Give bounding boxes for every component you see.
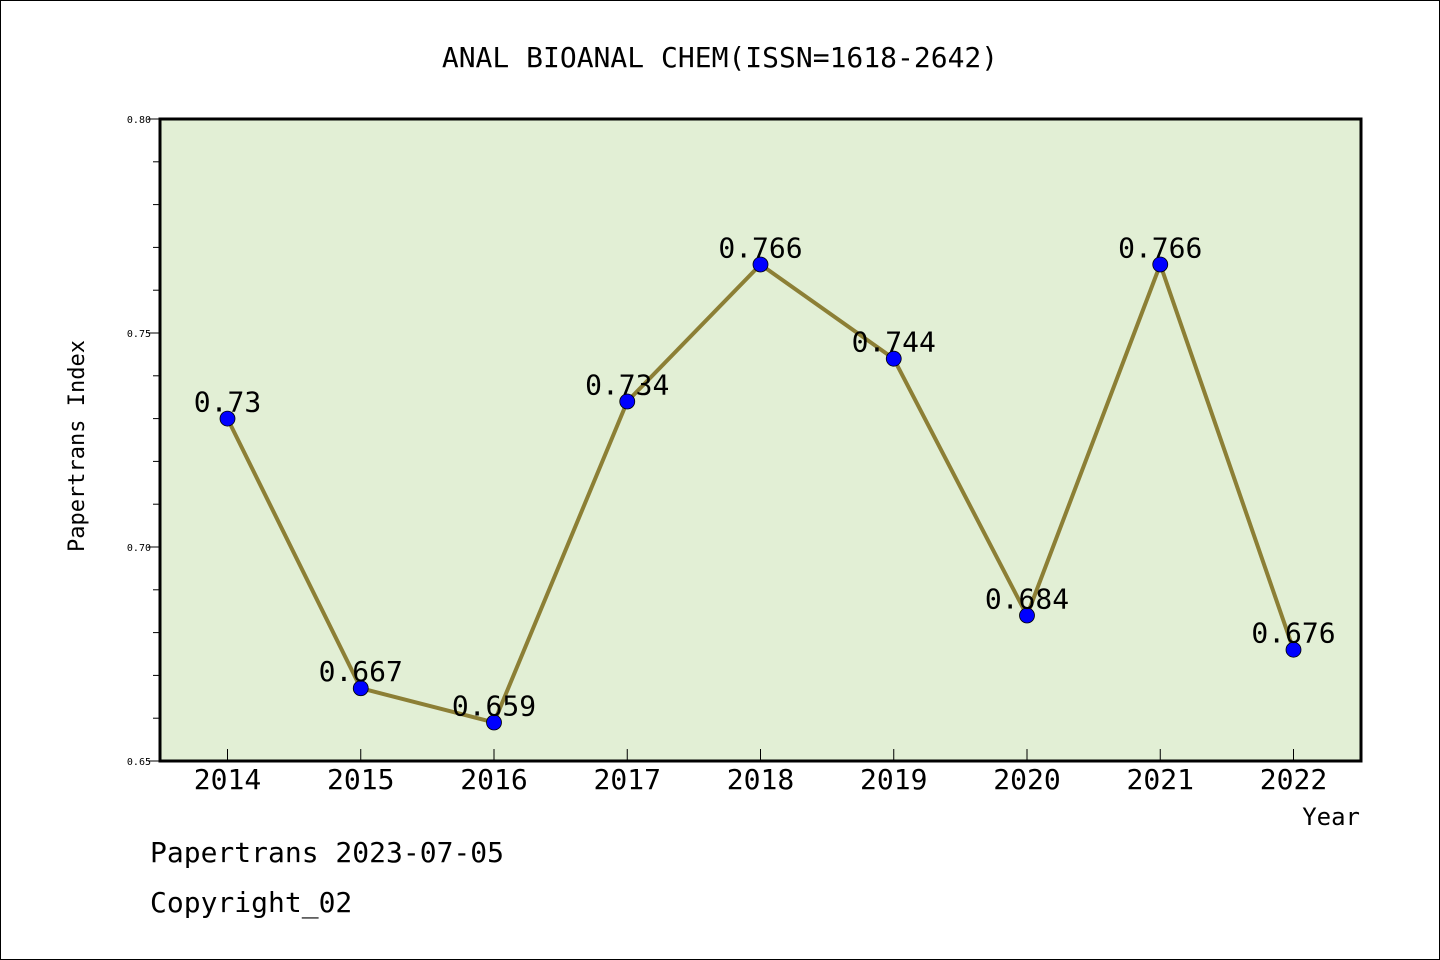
y-axis-ticks: 0.65 0.70 0.75 0.80 [127,115,160,768]
data-label: 0.766 [1118,232,1202,265]
data-label: 0.684 [985,582,1069,615]
data-label: 0.73 [194,386,261,419]
x-tick-label: 2015 [327,763,394,796]
data-point [885,350,902,367]
y-tick-label: 0.75 [127,329,151,340]
data-label: 0.744 [852,326,936,359]
data-label: 0.676 [1251,617,1335,650]
chart-title: ANAL BIOANAL CHEM(ISSN=1618-2642) [442,41,998,74]
data-label: 0.734 [585,368,669,401]
x-tick-label: 2017 [594,763,661,796]
plot-area [158,117,1363,763]
x-tick-label: 2021 [1127,763,1194,796]
x-tick-label: 2014 [194,763,261,796]
footer-date-line: Papertrans 2023-07-05 [150,836,505,869]
data-point [486,714,502,731]
x-tick-label: 2018 [727,763,794,796]
data-labels: 0.73 0.667 0.659 0.734 0.766 0.744 0.684 0.766 0… [194,232,1336,723]
y-tick-label: 0.65 [127,757,151,768]
x-axis-ticks: 2014 2015 2016 2017 2018 2019 2020 2021 2022 [194,749,1327,796]
x-tick-label: 2022 [1260,763,1327,796]
x-tick-label: 2020 [993,763,1060,796]
data-label: 0.766 [718,232,802,265]
data-point [1152,256,1169,273]
data-point [1019,607,1035,624]
y-tick-label: 0.80 [127,115,151,126]
footer-copyright: Copyright_02 [150,886,353,919]
x-axis-label: Year [1302,803,1360,831]
y-tick-label: 0.70 [127,543,151,554]
data-points [219,256,1302,731]
x-tick-label: 2019 [860,763,927,796]
data-point [752,256,769,273]
x-tick-label: 2016 [460,763,527,796]
data-label: 0.667 [319,655,403,688]
data-point [352,680,369,697]
data-point [1285,641,1302,658]
data-point [219,410,236,427]
data-label: 0.659 [452,689,536,722]
y-axis-label: Papertrans Index [65,340,90,552]
data-point [619,393,636,410]
